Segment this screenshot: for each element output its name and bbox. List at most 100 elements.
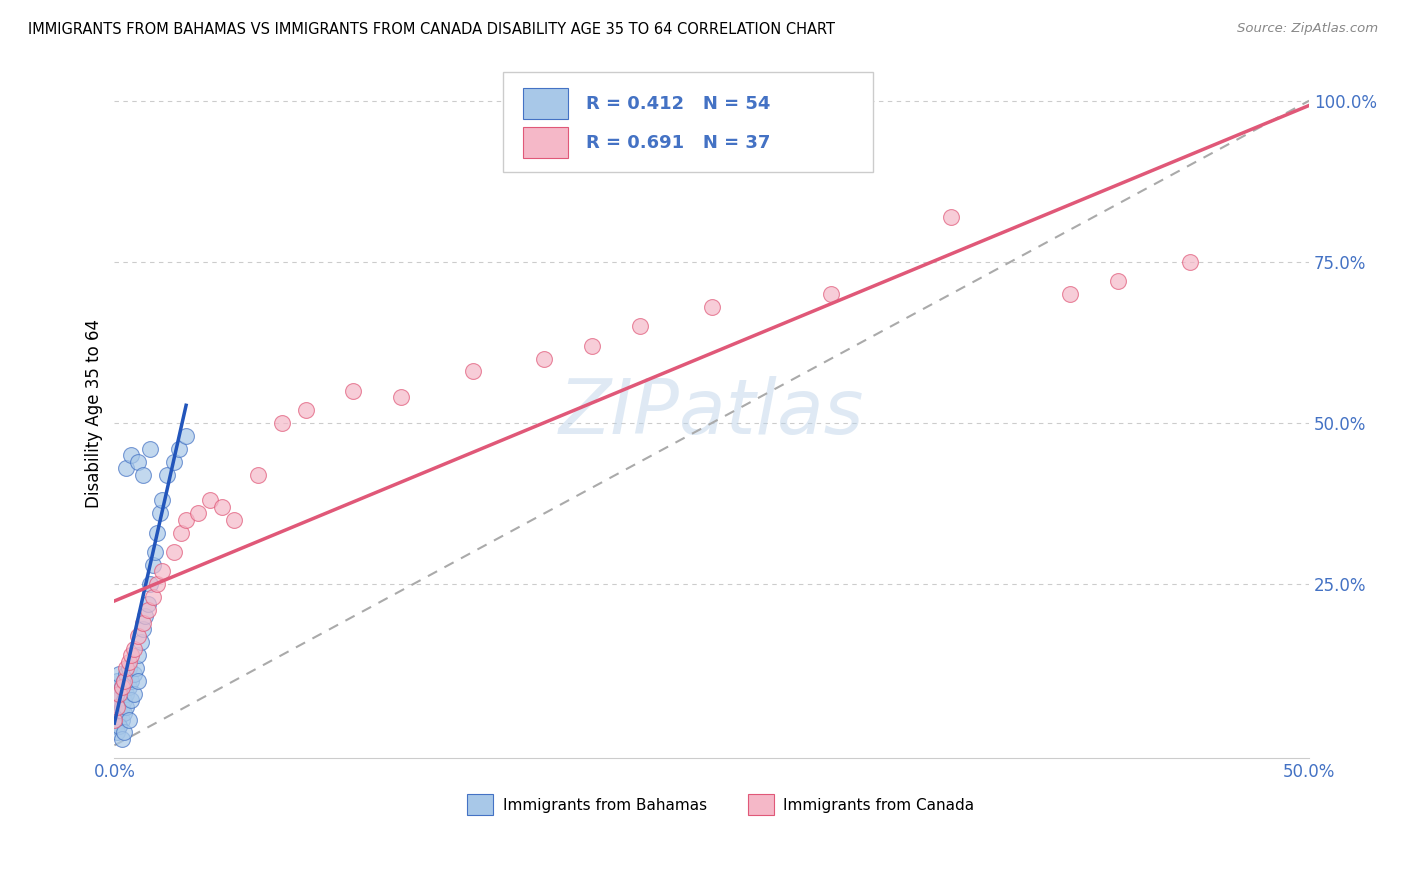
Point: [103, 719, 125, 733]
Point: [110, 731, 132, 746]
Point: [146, 525, 169, 540]
Point: [146, 577, 169, 591]
Point: [112, 725, 135, 739]
Point: [163, 455, 186, 469]
Point: [139, 577, 162, 591]
Point: [115, 461, 138, 475]
Point: [198, 493, 221, 508]
Text: IMMIGRANTS FROM BAHAMAS VS IMMIGRANTS FROM CANADA DISABILITY AGE 35 TO 64 CORREL: IMMIGRANTS FROM BAHAMAS VS IMMIGRANTS FR…: [28, 22, 835, 37]
Point: [820, 287, 842, 301]
Point: [132, 615, 155, 630]
Point: [139, 442, 162, 456]
Point: [120, 673, 142, 688]
Point: [120, 648, 142, 662]
Point: [142, 558, 165, 572]
Point: [132, 467, 155, 482]
Point: [112, 706, 135, 720]
Point: [115, 687, 138, 701]
Text: ZIPatlas: ZIPatlas: [560, 376, 865, 450]
Point: [143, 545, 166, 559]
Point: [142, 590, 165, 604]
Point: [270, 416, 292, 430]
Point: [127, 629, 149, 643]
Point: [112, 673, 135, 688]
Point: [136, 597, 159, 611]
Point: [294, 403, 316, 417]
Point: [628, 319, 651, 334]
FancyBboxPatch shape: [748, 794, 773, 814]
Point: [222, 513, 245, 527]
Point: [118, 713, 141, 727]
Point: [105, 699, 128, 714]
Point: [134, 609, 156, 624]
Point: [1059, 287, 1081, 301]
Point: [112, 673, 135, 688]
Point: [170, 525, 193, 540]
Point: [105, 673, 128, 688]
Text: Source: ZipAtlas.com: Source: ZipAtlas.com: [1237, 22, 1378, 36]
Point: [163, 545, 186, 559]
Point: [118, 661, 141, 675]
Point: [1178, 255, 1201, 269]
Point: [129, 635, 152, 649]
Point: [110, 713, 132, 727]
Point: [150, 564, 173, 578]
Point: [115, 667, 138, 681]
Point: [105, 725, 128, 739]
Point: [105, 713, 128, 727]
FancyBboxPatch shape: [523, 128, 568, 158]
Point: [112, 693, 135, 707]
Point: [115, 661, 138, 675]
Point: [342, 384, 364, 398]
Point: [108, 719, 131, 733]
Point: [118, 655, 141, 669]
Text: R = 0.412   N = 54: R = 0.412 N = 54: [586, 95, 770, 112]
Point: [167, 442, 190, 456]
Point: [110, 699, 132, 714]
Point: [127, 648, 149, 662]
Point: [174, 429, 197, 443]
Point: [246, 467, 269, 482]
Point: [939, 210, 962, 224]
Point: [103, 687, 125, 701]
Point: [103, 706, 125, 720]
Text: R = 0.691   N = 37: R = 0.691 N = 37: [586, 134, 770, 152]
Point: [125, 661, 148, 675]
Point: [120, 448, 142, 462]
Point: [103, 713, 125, 727]
Point: [127, 455, 149, 469]
Point: [700, 300, 723, 314]
Point: [108, 719, 131, 733]
Point: [115, 699, 138, 714]
Point: [110, 681, 132, 695]
Point: [127, 673, 149, 688]
Point: [156, 467, 179, 482]
Point: [187, 506, 209, 520]
Point: [118, 681, 141, 695]
Point: [105, 699, 128, 714]
Point: [108, 706, 131, 720]
Point: [110, 681, 132, 695]
FancyBboxPatch shape: [503, 72, 873, 172]
Point: [136, 603, 159, 617]
FancyBboxPatch shape: [467, 794, 494, 814]
Point: [108, 687, 131, 701]
Point: [120, 693, 142, 707]
Point: [122, 641, 145, 656]
Point: [389, 390, 412, 404]
FancyBboxPatch shape: [523, 87, 568, 119]
Text: Immigrants from Bahamas: Immigrants from Bahamas: [503, 797, 707, 813]
Point: [108, 687, 131, 701]
Point: [1107, 274, 1129, 288]
Point: [150, 493, 173, 508]
Point: [108, 667, 131, 681]
Point: [105, 681, 128, 695]
Point: [581, 339, 603, 353]
Point: [149, 506, 172, 520]
Point: [122, 667, 145, 681]
Point: [211, 500, 233, 514]
Point: [174, 513, 197, 527]
Point: [132, 623, 155, 637]
Point: [461, 364, 484, 378]
Point: [122, 687, 145, 701]
